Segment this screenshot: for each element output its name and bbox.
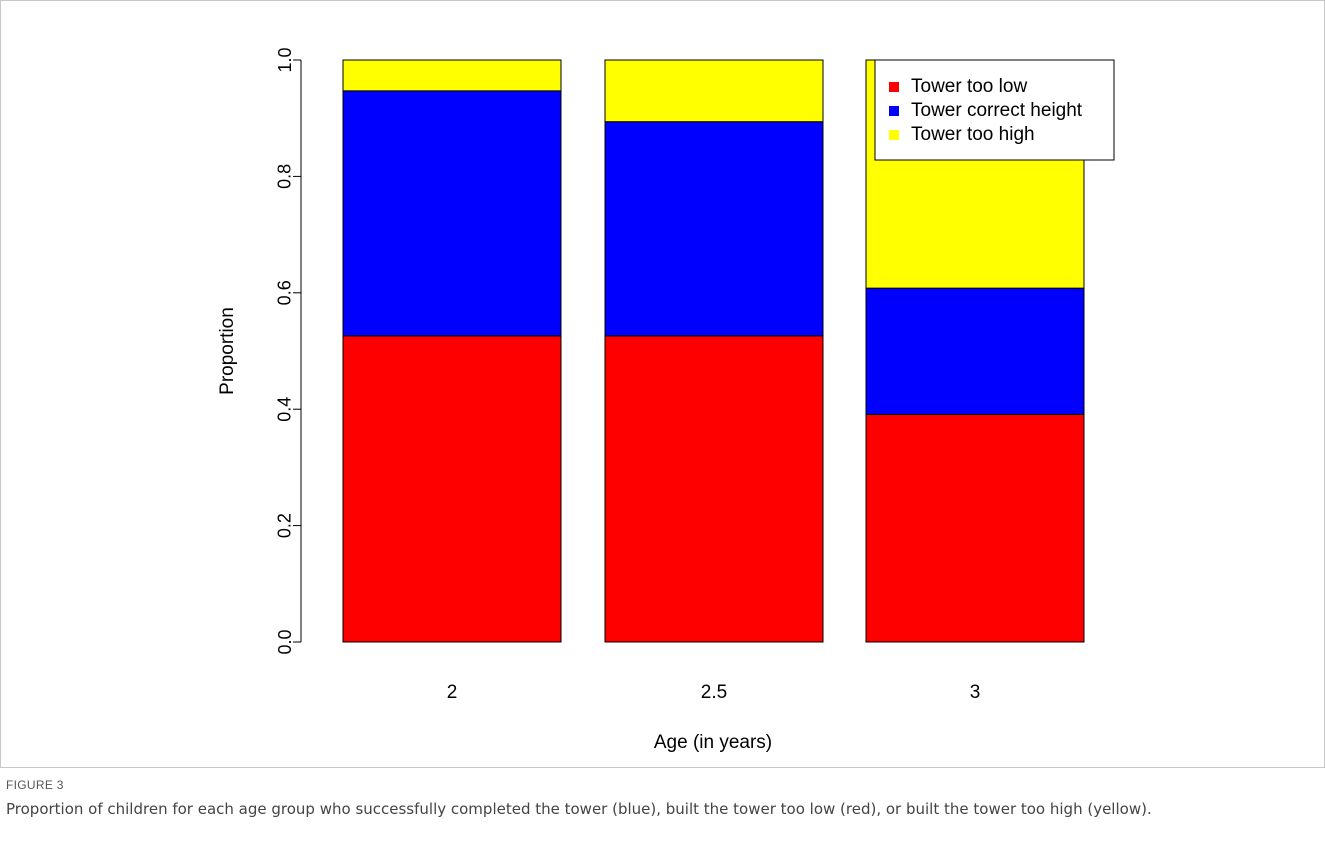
x-tick-label: 3 xyxy=(970,682,981,703)
bar-segment xyxy=(604,59,824,123)
bar-segment xyxy=(865,413,1085,643)
y-tick-label: 0.4 xyxy=(275,397,295,422)
legend-box xyxy=(874,59,1115,161)
figure-label: FIGURE 3 xyxy=(6,778,64,792)
legend-label: Tower too low xyxy=(911,76,1027,97)
bar-segment xyxy=(342,59,562,92)
legend-swatch xyxy=(889,130,899,140)
y-axis-title: Proportion xyxy=(217,307,238,395)
y-tick-label: 0.6 xyxy=(275,280,295,305)
x-tick-label: 2.5 xyxy=(701,682,727,703)
bar-segment xyxy=(342,335,562,643)
stacked-bar-chart: 2 2.5 3 0.0 0.2 0.4 0.6 0.8 1.0 Age (in years) Pro… xyxy=(217,47,1115,753)
figure-panel: 2 2.5 3 0.0 0.2 0.4 0.6 0.8 1.0 Age (in years) Pro… xyxy=(0,0,1325,768)
bar-segment xyxy=(342,90,562,337)
y-tick-label: 0.8 xyxy=(275,164,295,189)
x-tick-label: 2 xyxy=(447,682,458,703)
bar-segment xyxy=(865,287,1085,415)
y-tick-label: 0.2 xyxy=(275,513,295,538)
y-tick-label: 1.0 xyxy=(275,47,295,72)
legend-swatch xyxy=(889,82,899,92)
x-axis-title: Age (in years) xyxy=(654,732,772,753)
figure-caption: Proportion of children for each age grou… xyxy=(6,800,1152,818)
legend-swatch xyxy=(889,106,899,116)
legend-label: Tower too high xyxy=(911,124,1035,145)
legend-label: Tower correct height xyxy=(911,100,1083,121)
bar-segment xyxy=(604,335,824,643)
y-tick-label: 0.0 xyxy=(275,629,295,654)
bar-segment xyxy=(604,121,824,337)
